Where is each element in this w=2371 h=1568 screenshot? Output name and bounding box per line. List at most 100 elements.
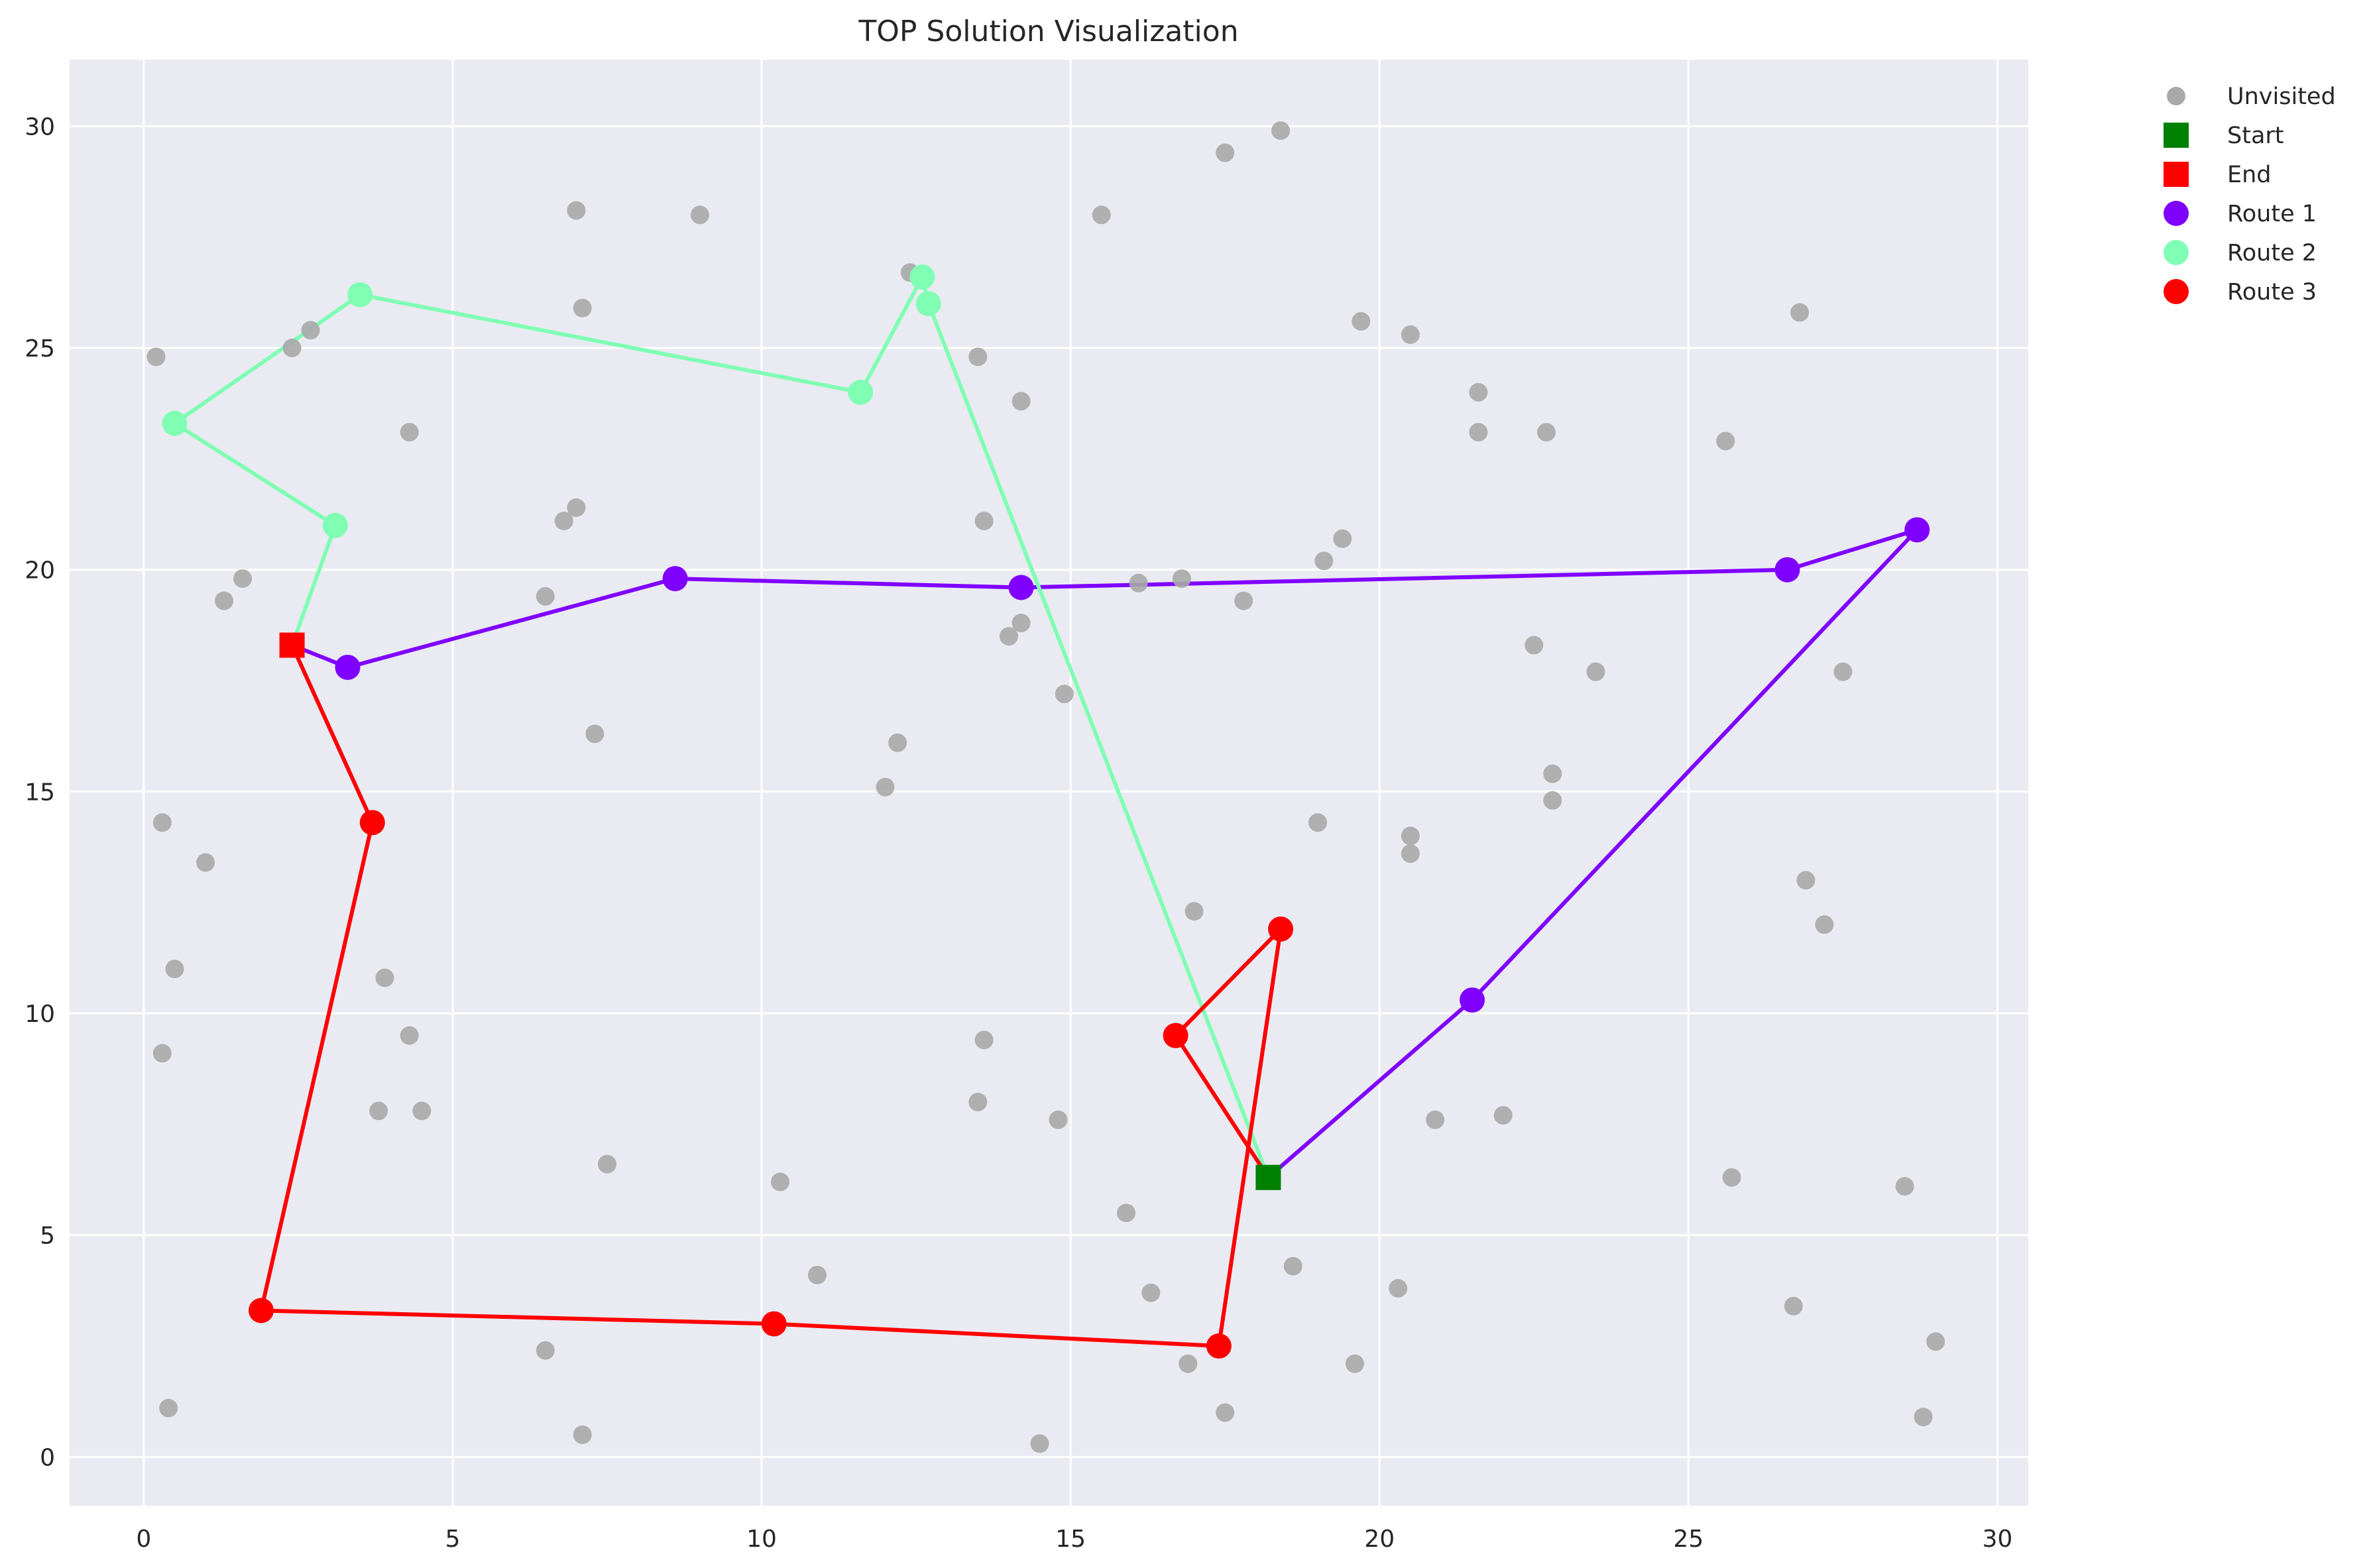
route-3-point <box>1206 1333 1232 1359</box>
unvisited-point <box>1790 303 1810 322</box>
unvisited-point <box>968 347 988 366</box>
unvisited-point <box>974 1031 994 1050</box>
legend-marker-route-3 <box>2164 279 2189 304</box>
route-2-point <box>848 379 874 405</box>
chart-title: TOP Solution Visualization <box>858 15 1238 48</box>
y-tick-label: 20 <box>25 557 55 585</box>
unvisited-point <box>1716 431 1735 451</box>
unvisited-point <box>888 733 907 752</box>
legend-label-end: End <box>2227 162 2272 188</box>
unvisited-point <box>1722 1168 1741 1187</box>
route-1-point <box>1460 987 1485 1013</box>
unvisited-point <box>1185 902 1204 921</box>
x-tick-label: 15 <box>1055 1526 1086 1553</box>
end-marker <box>279 632 305 658</box>
unvisited-point <box>597 1154 616 1174</box>
unvisited-point <box>1536 423 1556 442</box>
unvisited-point <box>1092 205 1111 225</box>
unvisited-point <box>1345 1354 1364 1373</box>
x-tick-label: 25 <box>1673 1526 1704 1553</box>
unvisited-point <box>1543 764 1562 783</box>
unvisited-point <box>1895 1177 1914 1196</box>
y-tick-label: 30 <box>25 113 55 140</box>
unvisited-point <box>1333 529 1352 548</box>
unvisited-point <box>1172 569 1191 588</box>
unvisited-point <box>1426 1110 1445 1129</box>
unvisited-point <box>1401 325 1420 344</box>
unvisited-point <box>771 1172 790 1192</box>
unvisited-point <box>1926 1332 1945 1351</box>
unvisited-point <box>1815 915 1834 934</box>
unvisited-point <box>876 777 895 797</box>
legend: Unvisited Start End Route 1 Route 2 Route 3 <box>2164 84 2336 306</box>
route-3-point <box>1268 916 1294 942</box>
start-marker <box>1255 1164 1281 1190</box>
unvisited-point <box>1049 1110 1068 1129</box>
unvisited-point <box>215 591 234 610</box>
unvisited-point <box>807 1265 827 1284</box>
x-tick-label: 10 <box>746 1526 777 1553</box>
route-1-point <box>1904 517 1930 543</box>
route-1-point <box>335 654 361 680</box>
unvisited-point <box>1389 1279 1408 1298</box>
legend-marker-route-1 <box>2164 201 2189 226</box>
unvisited-point <box>1469 423 1488 442</box>
unvisited-point <box>1586 662 1605 681</box>
unvisited-point <box>1012 392 1031 411</box>
unvisited-point <box>400 1026 419 1045</box>
unvisited-point <box>301 321 320 340</box>
unvisited-point <box>152 1044 172 1063</box>
legend-label-route-3: Route 3 <box>2227 279 2317 306</box>
unvisited-point <box>369 1101 388 1121</box>
unvisited-point <box>233 569 253 588</box>
unvisited-point <box>1308 813 1327 832</box>
unvisited-point <box>999 627 1018 646</box>
unvisited-point <box>1543 791 1562 810</box>
unvisited-point <box>1314 551 1334 571</box>
unvisited-point <box>536 587 555 606</box>
route-1-point <box>1008 575 1034 600</box>
grid <box>70 60 2028 1506</box>
unvisited-point <box>1271 121 1291 140</box>
unvisited-point <box>974 512 994 531</box>
unvisited-point <box>567 498 586 518</box>
legend-label-route-2: Route 2 <box>2227 240 2317 266</box>
unvisited-point <box>282 339 302 358</box>
legend-marker-start <box>2164 123 2189 148</box>
route-2-point <box>162 410 188 436</box>
unvisited-point <box>1796 871 1816 890</box>
unvisited-point <box>573 298 592 317</box>
plot-area <box>70 60 2028 1506</box>
y-tick-label: 15 <box>25 779 55 806</box>
unvisited-point <box>968 1092 988 1111</box>
unvisited-point <box>1030 1434 1049 1453</box>
unvisited-point <box>1234 591 1253 610</box>
y-tick-label: 10 <box>25 1001 55 1028</box>
x-tick-label: 5 <box>445 1526 460 1553</box>
legend-marker-route-2 <box>2164 240 2189 265</box>
data-points <box>146 121 1945 1453</box>
x-tick-label: 0 <box>136 1526 151 1553</box>
unvisited-point <box>573 1425 592 1444</box>
route-3-point <box>1163 1023 1188 1048</box>
unvisited-point <box>159 1398 178 1418</box>
route-1-point <box>1774 557 1800 583</box>
unvisited-point <box>152 813 172 832</box>
y-tick-label: 25 <box>25 335 55 363</box>
x-tick-label: 30 <box>1982 1526 2012 1553</box>
tick-labels: 0 5 10 15 20 25 30 0 5 10 15 20 25 30 <box>25 113 2012 1553</box>
legend-marker-end <box>2164 162 2189 187</box>
unvisited-point <box>196 853 215 872</box>
legend-label-unvisited: Unvisited <box>2227 84 2336 110</box>
unvisited-point <box>1141 1283 1161 1302</box>
legend-label-route-1: Route 1 <box>2227 201 2317 227</box>
route-2-point <box>322 512 348 538</box>
unvisited-point <box>375 968 394 987</box>
unvisited-point <box>1283 1257 1302 1276</box>
unvisited-point <box>1493 1105 1513 1125</box>
unvisited-point <box>554 512 573 531</box>
route-3-point <box>359 810 385 836</box>
route-2-point <box>347 282 373 308</box>
route-3-point <box>248 1298 274 1323</box>
